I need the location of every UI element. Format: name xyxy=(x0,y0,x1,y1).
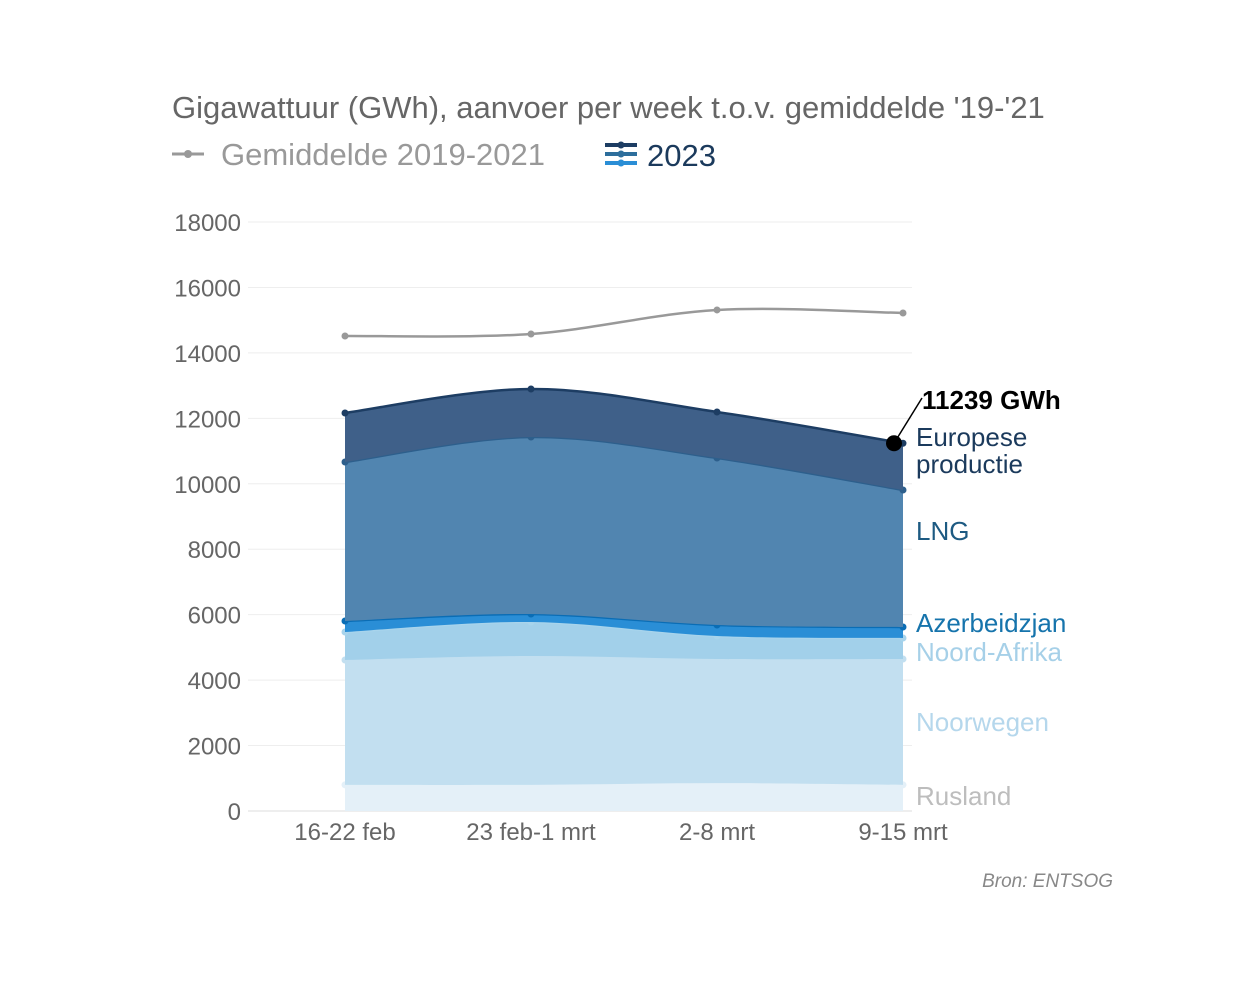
x-tick-label: 9-15 mrt xyxy=(858,819,948,846)
y-tick-label: 18000 xyxy=(174,210,241,237)
area-europese-productie xyxy=(345,388,903,490)
series-label: Azerbeidzjan xyxy=(916,608,1066,638)
y-tick-label: 4000 xyxy=(188,668,241,695)
y-tick-label: 14000 xyxy=(174,341,241,368)
legend-average-label: Gemiddelde 2019-2021 xyxy=(221,137,545,172)
line-europese-productie xyxy=(344,387,904,445)
legend-2023-icon xyxy=(605,141,637,167)
series-label: Europese xyxy=(916,422,1027,452)
source-note: Bron: ENTSOG xyxy=(982,871,1113,892)
y-tick-label: 2000 xyxy=(188,734,241,761)
line-average-2019-2021 xyxy=(344,307,904,338)
area-noord-afrika xyxy=(345,621,903,660)
series-label: Rusland xyxy=(916,781,1011,811)
legend-2023-label: 2023 xyxy=(647,138,716,173)
average-point xyxy=(713,306,721,314)
series-label: Noord-Afrika xyxy=(916,637,1062,667)
y-tick-label: 6000 xyxy=(188,603,241,630)
average-point xyxy=(341,332,349,340)
average-point xyxy=(899,309,907,317)
annotation-label: 11239 GWh xyxy=(922,385,1061,415)
y-tick-label: 12000 xyxy=(174,406,241,433)
annotation-marker xyxy=(886,435,902,452)
series-label: LNG xyxy=(916,516,969,546)
y-tick-label: 10000 xyxy=(174,472,241,499)
legend-average-dot xyxy=(184,150,192,158)
area-azerbeidzjan xyxy=(345,613,903,638)
average-point xyxy=(527,330,535,338)
area-rusland xyxy=(345,783,903,811)
series-label: Noorwegen xyxy=(916,707,1049,737)
annotation-leader xyxy=(893,397,923,444)
series-label: productie xyxy=(916,449,1023,479)
x-tick-label: 23 feb-1 mrt xyxy=(466,819,596,846)
legend: Gemiddelde 2019-2021 2023 xyxy=(172,137,716,173)
x-tick-label: 2-8 mrt xyxy=(679,819,755,846)
area-lng xyxy=(345,436,903,628)
data-point xyxy=(527,385,535,393)
chart-title: Gigawattuur (GWh), aanvoer per week t.o.… xyxy=(172,90,1045,125)
x-tick-label: 16-22 feb xyxy=(294,819,395,846)
y-tick-label: 8000 xyxy=(188,537,241,564)
y-tick-label: 0 xyxy=(228,799,241,826)
data-point xyxy=(341,409,349,417)
area-noorwegen xyxy=(345,655,903,785)
data-point xyxy=(713,408,721,416)
y-tick-label: 16000 xyxy=(174,275,241,302)
